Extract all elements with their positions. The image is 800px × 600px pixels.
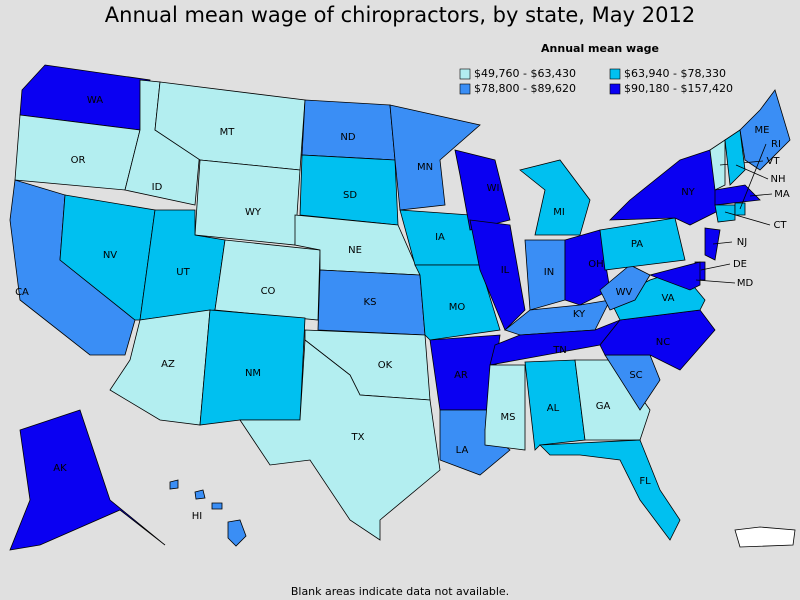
- leader-line: [700, 263, 731, 271]
- state-shape: [469, 219, 526, 331]
- state-label: ND: [340, 132, 355, 143]
- state-label: OK: [378, 360, 393, 371]
- state-label: IA: [435, 232, 445, 243]
- state-label: UT: [176, 267, 190, 278]
- map-title: Annual mean wage of chiropractors, by st…: [105, 3, 695, 27]
- state-label: SD: [343, 190, 357, 201]
- state-label: NY: [681, 187, 695, 198]
- state-label: ID: [152, 182, 163, 193]
- state-shape: [709, 139, 726, 191]
- legend-swatch: [609, 83, 621, 95]
- state-label: NV: [103, 250, 117, 261]
- state-label: OH: [588, 259, 603, 270]
- state-shape: [59, 194, 156, 321]
- state-label: NM: [245, 368, 261, 379]
- leader-line: [735, 164, 769, 180]
- state-shape: [739, 89, 791, 171]
- state-label: PA: [631, 239, 643, 250]
- state-label: GA: [596, 401, 611, 412]
- state-label: IN: [544, 267, 554, 278]
- state-label: HI: [192, 511, 202, 522]
- state-label: WA: [87, 95, 103, 106]
- state-label: NE: [348, 245, 362, 256]
- state-shape: [724, 129, 746, 186]
- legend-label: $78,800 - $89,620: [474, 82, 576, 95]
- state-label: NC: [656, 337, 670, 348]
- state-label: AZ: [161, 359, 175, 370]
- state-shape: [648, 261, 701, 291]
- legend-label: $63,940 - $78,330: [624, 67, 726, 80]
- state-label: ME: [755, 125, 770, 136]
- state-shape: [714, 204, 736, 223]
- state-label: AK: [53, 463, 67, 474]
- state-shape: [539, 439, 681, 541]
- states: WA OR CA NV ID MT WY UT CO AZ NM ND SD NE KS OK TX MN IA MO…: [9, 64, 791, 551]
- state-label: MI: [553, 207, 565, 218]
- legend-label: $90,180 - $157,420: [624, 82, 733, 95]
- state-label: DE: [733, 259, 747, 270]
- state-label: VA: [661, 293, 674, 304]
- state-label: MS: [501, 412, 516, 423]
- state-label: TN: [552, 345, 567, 356]
- state-label: RI: [771, 139, 781, 150]
- state-label: CA: [15, 287, 29, 298]
- state-shape: [239, 339, 441, 541]
- state-label: VT: [767, 156, 781, 167]
- state-label: AR: [454, 370, 468, 381]
- state-shape: [524, 359, 586, 451]
- state-shape: [484, 364, 526, 451]
- leader-line: [695, 279, 736, 284]
- state-shape: [599, 217, 686, 271]
- state-shape: [301, 99, 396, 161]
- state-label: MD: [737, 278, 754, 289]
- state-label: NJ: [737, 237, 747, 248]
- legend-swatch: [459, 68, 471, 80]
- state-label: AL: [547, 403, 560, 414]
- state-label: WI: [487, 183, 500, 194]
- leader-line: [724, 211, 771, 226]
- state-shape: [389, 104, 481, 211]
- state-label: MN: [417, 162, 433, 173]
- state-label: LA: [456, 445, 469, 456]
- state-label: MA: [774, 189, 790, 200]
- state-label: KY: [573, 309, 586, 320]
- state-shape: [704, 227, 721, 261]
- state-shape: [714, 184, 761, 206]
- leader-line: [749, 193, 773, 197]
- state-shape: [519, 159, 591, 236]
- state-label: TX: [351, 432, 365, 443]
- leader-line: [739, 143, 767, 210]
- state-shape: [214, 239, 321, 321]
- leader-line: [712, 241, 733, 245]
- state-label: FL: [639, 476, 651, 487]
- state-label: MT: [220, 127, 236, 138]
- state-label: IL: [501, 265, 510, 276]
- state-shape: [9, 409, 166, 551]
- legend-swatch: [459, 83, 471, 95]
- state-label: CT: [773, 220, 787, 231]
- state-label: KS: [364, 297, 377, 308]
- state-shape: [609, 149, 721, 226]
- legend-label: $49,760 - $63,430: [474, 67, 576, 80]
- legend-swatch: [609, 68, 621, 80]
- state-label: OR: [71, 155, 86, 166]
- legend-title: Annual mean wage: [541, 42, 659, 55]
- state-label: WY: [245, 207, 262, 218]
- state-shape: [169, 479, 247, 547]
- state-shape: [599, 264, 651, 311]
- state-label: CO: [261, 286, 276, 297]
- puerto-rico-blank: [734, 526, 796, 548]
- footnote: Blank areas indicate data not available.: [291, 585, 509, 598]
- state-label: NH: [771, 174, 786, 185]
- state-label: SC: [629, 370, 642, 381]
- state-label: MO: [449, 302, 466, 313]
- state-shape: [194, 159, 301, 246]
- state-label: WV: [616, 287, 633, 298]
- state-shape: [564, 229, 611, 306]
